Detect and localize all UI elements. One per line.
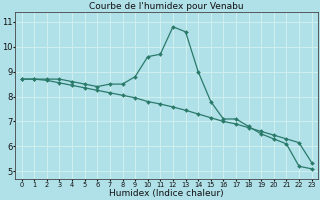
Title: Courbe de l'humidex pour Venabu: Courbe de l'humidex pour Venabu (89, 2, 244, 11)
X-axis label: Humidex (Indice chaleur): Humidex (Indice chaleur) (109, 189, 224, 198)
